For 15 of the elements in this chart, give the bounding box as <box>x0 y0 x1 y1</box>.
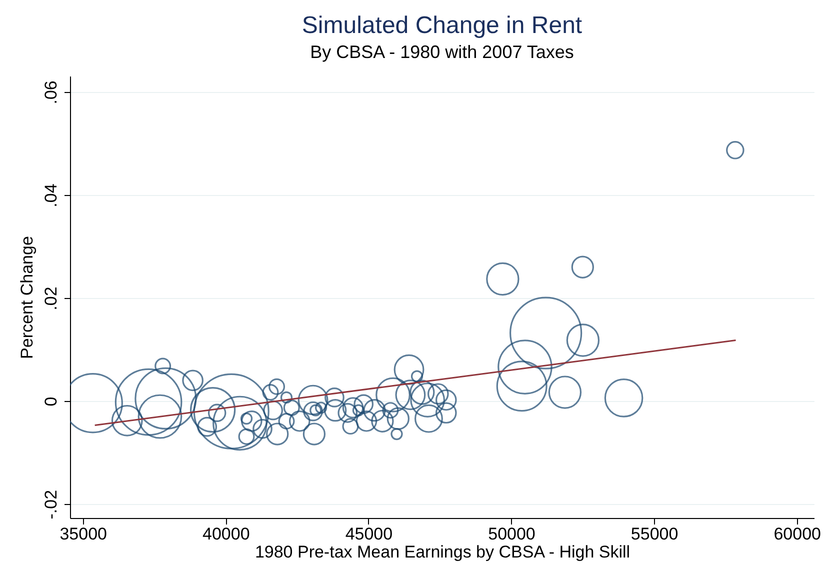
x-tick-label: 55000 <box>630 524 678 544</box>
x-tick-label: 45000 <box>345 524 393 544</box>
x-axis-title: 1980 Pre-tax Mean Earnings by CBSA - High Skill <box>254 542 630 562</box>
x-tick-label: 60000 <box>774 524 822 544</box>
x-tick-label: 50000 <box>488 524 536 544</box>
y-tick-label: 0 <box>42 396 60 406</box>
y-tick-label: -.02 <box>42 490 60 520</box>
x-tick-label: 40000 <box>202 524 250 544</box>
y-tick-label: .02 <box>42 286 60 310</box>
chart-title: Simulated Change in Rent <box>302 12 582 39</box>
chart-subtitle: By CBSA - 1980 with 2007 Taxes <box>310 42 574 62</box>
x-tick-label: 35000 <box>60 524 107 544</box>
y-tick-label: .06 <box>42 80 60 104</box>
y-tick-label: .04 <box>42 184 60 208</box>
y-axis-title: Percent Change <box>18 236 36 359</box>
